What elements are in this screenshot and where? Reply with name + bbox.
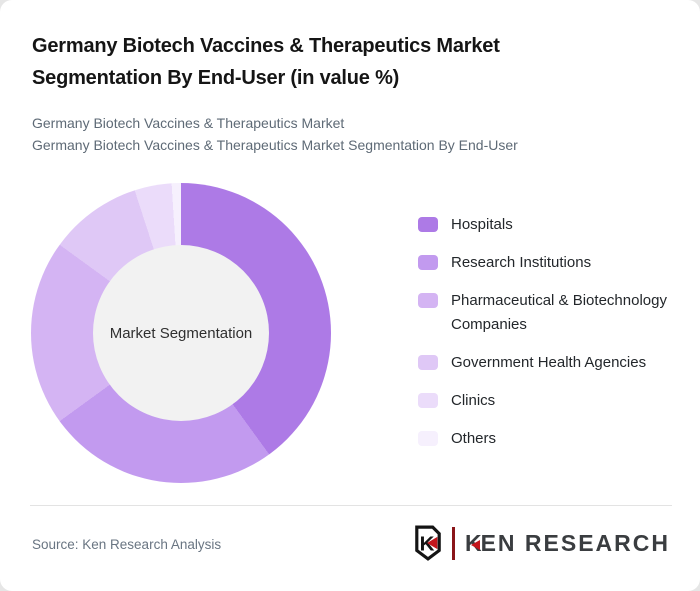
page-title: Germany Biotech Vaccines & Therapeutics … bbox=[32, 30, 592, 94]
legend-item-government-health-agencies: Government Health Agencies bbox=[418, 351, 671, 375]
donut-hole: Market Segmentation bbox=[93, 245, 269, 421]
logo-text-rest: EN RESEARCH bbox=[480, 529, 670, 556]
chart-legend: Hospitals Research Institutions Pharmace… bbox=[418, 213, 671, 451]
donut-center-label: Market Segmentation bbox=[109, 324, 253, 342]
legend-swatch-clinics bbox=[418, 393, 438, 408]
legend-item-others: Others bbox=[418, 427, 671, 451]
legend-label: Government Health Agencies bbox=[451, 354, 647, 371]
ken-research-shield-icon: K bbox=[415, 525, 441, 561]
legend-label: Pharmaceutical & Biotechnology Companies bbox=[451, 292, 667, 333]
legend-item-clinics: Clinics bbox=[418, 389, 671, 413]
page-title-line2: Segmentation By End-User (in value %) bbox=[32, 67, 400, 89]
subtitle: Germany Biotech Vaccines & Therapeutics … bbox=[32, 112, 518, 156]
source-note: Source: Ken Research Analysis bbox=[32, 537, 222, 552]
legend-swatch-hospitals bbox=[418, 217, 438, 232]
page-title-line1: Germany Biotech Vaccines & Therapeutics … bbox=[32, 35, 500, 57]
legend-item-hospitals: Hospitals bbox=[418, 213, 671, 237]
subtitle-line2: Germany Biotech Vaccines & Therapeutics … bbox=[32, 137, 518, 153]
legend-swatch-government-health-agencies bbox=[418, 355, 438, 370]
logo-separator bbox=[451, 526, 455, 560]
logo-red-triangle-icon bbox=[470, 539, 480, 550]
legend-swatch-pharma-biotech bbox=[418, 293, 438, 308]
donut-chart: Market Segmentation bbox=[31, 183, 331, 483]
legend-label: Others bbox=[451, 430, 497, 447]
logo-wordmark: KEN RESEARCH bbox=[465, 530, 670, 557]
legend-label: Clinics bbox=[451, 392, 496, 409]
legend-swatch-research-institutions bbox=[418, 255, 438, 270]
legend-label: Hospitals bbox=[451, 216, 513, 233]
subtitle-line1: Germany Biotech Vaccines & Therapeutics … bbox=[32, 115, 345, 131]
legend-swatch-others bbox=[418, 431, 438, 446]
legend-item-pharma-biotech: Pharmaceutical & Biotechnology Companies bbox=[418, 289, 671, 337]
ken-research-logo: K KEN RESEARCH bbox=[414, 523, 670, 563]
legend-label: Research Institutions bbox=[451, 254, 592, 271]
legend-item-research-institutions: Research Institutions bbox=[418, 251, 671, 275]
footer-divider bbox=[30, 505, 672, 506]
shield-letter: K bbox=[420, 532, 435, 555]
shield-red-triangle-icon bbox=[427, 536, 438, 550]
